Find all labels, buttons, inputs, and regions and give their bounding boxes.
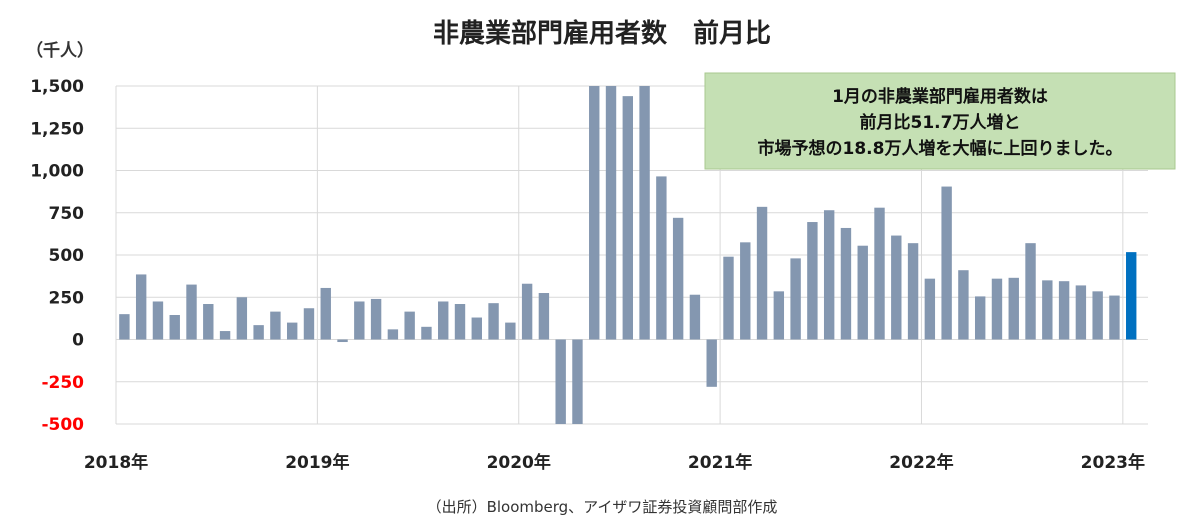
bar [354,301,365,340]
bar [1025,243,1036,340]
bar [337,339,348,343]
bar [1109,295,1120,340]
bar [421,326,432,340]
annotation-box: 1月の非農業部門雇用者数は 前月比51.7万人増と 市場予想の18.8万人増を大… [704,72,1176,170]
bar [438,301,449,340]
bar [538,293,550,340]
annotation-background [704,72,1176,170]
bar [974,296,986,340]
bar [203,304,214,340]
annotation-line-1: 1月の非農業部門雇用者数は [832,86,1048,107]
bar [152,301,164,340]
bar [790,258,801,340]
bars [119,86,1137,424]
bar [589,86,600,340]
bar [1092,291,1103,340]
bar [924,278,936,340]
bar [706,339,717,387]
bar [639,86,650,340]
bar [941,186,952,340]
bar [656,176,667,340]
bar [286,322,298,340]
y-tick-label: -500 [41,415,84,435]
y-tick-label: 1,000 [30,162,84,182]
y-tick-label: 1,250 [30,119,84,139]
bar [958,270,969,340]
y-tick-label: 0 [72,331,84,351]
x-tick-label: 2018年 [84,452,148,473]
bar [1008,277,1019,340]
x-axis-ticks: 2018年 2019年 2020年 2021年 2022年 2023年 [84,452,1145,473]
bar [1075,285,1087,340]
bar [186,284,197,340]
bar [907,243,919,340]
bar [521,283,533,340]
bar [1058,281,1070,340]
bar [370,298,382,340]
x-tick-label: 2020年 [487,452,551,473]
bar [891,235,902,340]
y-tick-label: 500 [49,246,85,266]
y-tick-label: 750 [49,204,85,224]
bar [572,339,583,424]
y-tick-label: 1,500 [30,77,84,97]
bar [857,245,868,340]
bar [991,278,1003,340]
bar [807,222,818,340]
bar [1126,252,1137,340]
x-tick-label: 2021年 [688,452,752,473]
bar [689,294,701,340]
bar [756,206,768,340]
x-tick-label: 2022年 [889,452,953,473]
bar [823,210,835,340]
bar [169,315,180,340]
source-note: （出所）Bloomberg、アイザワ証券投資顧問部作成 [427,498,778,516]
x-tick-label: 2023年 [1081,452,1145,473]
bar [236,297,248,340]
bar [773,291,785,340]
x-tick-label: 2019年 [285,452,349,473]
bar [471,317,482,340]
bar [219,331,231,340]
y-axis-ticks: 1,500 1,250 1,000 750 500 250 0 -250 -500 [30,77,84,435]
bar [488,303,499,340]
bar [135,274,147,340]
bar [320,287,331,340]
bar [253,325,264,340]
bar [387,329,399,340]
bar [874,207,885,340]
bar [404,311,415,340]
bar [555,339,566,424]
bar [840,227,852,340]
bar [270,311,281,340]
bar [505,322,516,340]
annotation-line-3: 市場予想の18.8万人増を大幅に上回りました。 [758,138,1123,159]
bar [1042,280,1053,340]
bar [303,308,315,340]
bar [672,217,684,340]
bar [454,304,466,340]
bar [605,86,617,340]
bar [622,96,633,340]
bar [723,256,734,340]
bar [740,242,751,340]
annotation-line-2: 前月比51.7万人増と [860,112,1021,133]
y-tick-label: -250 [41,373,84,393]
bar [119,314,130,340]
y-axis-unit: （千人） [26,40,94,61]
chart-title: 非農業部門雇用者数 前月比 [433,18,771,49]
y-tick-label: 250 [49,288,85,308]
